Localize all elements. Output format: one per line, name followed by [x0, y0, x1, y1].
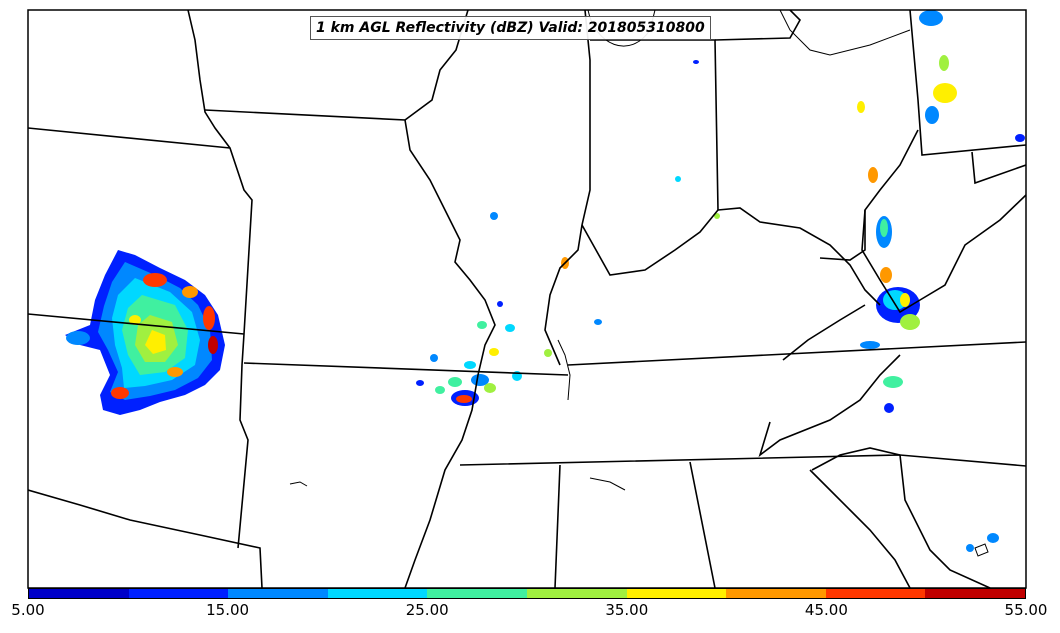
storm-cells-east	[675, 10, 1025, 552]
colorbar-segment	[925, 589, 1025, 598]
colorbar-segment	[327, 589, 428, 598]
colorbar-segment	[128, 589, 229, 598]
colorbar-segment	[427, 589, 527, 598]
colorbar	[28, 588, 1026, 599]
colorbar-tick-label: 25.00	[405, 601, 449, 619]
colorbar-segment	[526, 589, 627, 598]
colorbar-tick-label: 45.00	[804, 601, 848, 619]
colorbar-segment	[825, 589, 926, 598]
state-boundaries	[28, 10, 1026, 588]
reflectivity-echoes	[65, 10, 1025, 552]
colorbar-segment	[29, 589, 129, 598]
colorbar-tick-label: 35.00	[605, 601, 649, 619]
colorbar-segment	[726, 589, 826, 598]
colorbar-tick-label: 55.00	[1004, 601, 1048, 619]
colorbar-tick-label: 5.00	[11, 601, 45, 619]
map-title: 1 km AGL Reflectivity (dBZ) Valid: 20180…	[310, 16, 711, 40]
colorbar-segment	[626, 589, 727, 598]
colorbar-segment	[228, 589, 328, 598]
storm-complex-west	[65, 250, 225, 415]
colorbar-tick-label: 15.00	[206, 601, 250, 619]
